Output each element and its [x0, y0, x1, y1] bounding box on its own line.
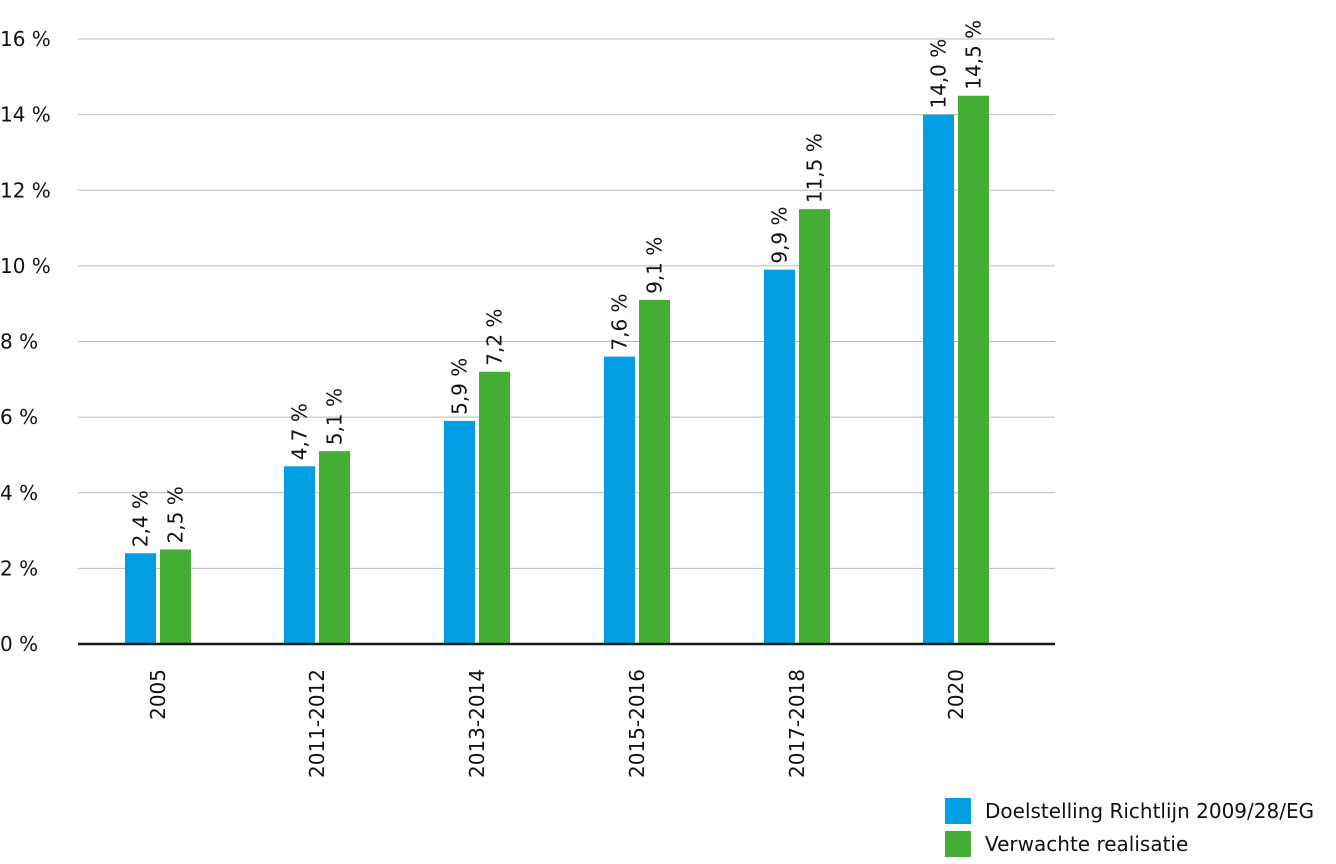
x-tick-label: 2020 [944, 669, 968, 720]
x-axis-category-labels: 2005 2011-2012 2013-2014 2015-2016 2017-2018… [146, 669, 968, 778]
bar [319, 451, 350, 644]
value-label: 4,7 % [288, 403, 312, 460]
value-label: 5,9 % [448, 358, 472, 415]
value-label: 14,0 % [927, 39, 951, 109]
value-label: 9,1 % [643, 237, 667, 294]
legend-label: Verwachte realisatie [985, 832, 1189, 856]
bar [444, 420, 475, 644]
bars [125, 95, 989, 644]
bar-chart: 0 % 2 % 4 % 6 % 8 % 10 % 12 % 14 % 16 % 2,4 % 2,5… [0, 20, 1055, 778]
value-labels: 2,4 % 2,5 % 4,7 % 5,1 % 5,9 % 7,2 % 7,6 % 9,1 %… [129, 20, 986, 547]
value-label: 2,4 % [129, 490, 153, 547]
bar [764, 269, 795, 644]
y-tick-label: 16 % [0, 27, 51, 51]
value-label: 14,5 % [962, 20, 986, 90]
legend-label: Doelstelling Richtlijn 2009/28/EG [985, 799, 1315, 823]
value-label: 7,2 % [483, 309, 507, 366]
x-tick-label: 2005 [146, 669, 170, 720]
bar [799, 209, 830, 644]
bar [479, 371, 510, 644]
bar [604, 356, 635, 644]
bar [160, 549, 191, 644]
bar [639, 299, 670, 644]
bar [125, 553, 156, 644]
value-label: 7,6 % [608, 293, 632, 350]
gridlines [78, 38, 1055, 569]
value-label: 5,1 % [323, 388, 347, 445]
y-tick-label: 14 % [0, 103, 51, 127]
y-tick-label: 6 % [0, 405, 38, 429]
x-tick-label: 2017-2018 [785, 669, 809, 778]
x-tick-label: 2015-2016 [625, 669, 649, 778]
y-tick-label: 2 % [0, 556, 38, 580]
bar [958, 95, 989, 644]
y-tick-label: 12 % [0, 178, 51, 202]
legend-item-doelstelling: Doelstelling Richtlijn 2009/28/EG [945, 797, 1336, 825]
value-label: 2,5 % [164, 486, 188, 543]
legend: Doelstelling Richtlijn 2009/28/EG Verwac… [945, 797, 1336, 863]
y-tick-label: 4 % [0, 481, 38, 505]
legend-swatch-blue [945, 798, 971, 824]
x-tick-label: 2011-2012 [305, 669, 329, 778]
legend-swatch-green [945, 831, 971, 857]
value-label: 9,9 % [768, 206, 792, 263]
y-tick-label: 8 % [0, 330, 38, 354]
y-tick-label: 0 % [0, 632, 38, 656]
value-label: 11,5 % [803, 133, 827, 203]
bar [284, 466, 315, 644]
x-tick-label: 2013-2014 [465, 669, 489, 778]
bar [923, 114, 954, 644]
y-axis-tick-labels: 0 % 2 % 4 % 6 % 8 % 10 % 12 % 14 % 16 % [0, 27, 51, 656]
y-tick-label: 10 % [0, 254, 51, 278]
legend-item-verwachte-realisatie: Verwachte realisatie [945, 830, 1336, 858]
